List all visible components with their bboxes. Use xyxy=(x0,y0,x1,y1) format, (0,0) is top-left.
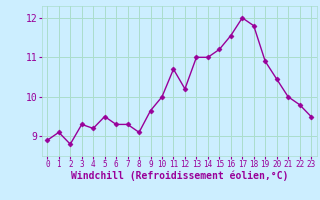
X-axis label: Windchill (Refroidissement éolien,°C): Windchill (Refroidissement éolien,°C) xyxy=(70,171,288,181)
